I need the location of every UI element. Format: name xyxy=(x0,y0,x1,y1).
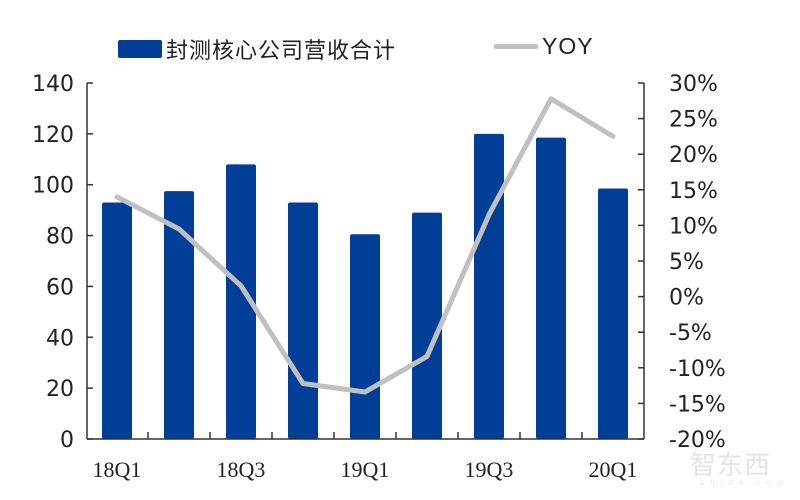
right-tick-label: -5% xyxy=(669,321,712,346)
legend-item-yoy: YOY xyxy=(494,33,594,60)
x-tick-label-20Q1: 20Q1 xyxy=(589,457,638,482)
right-tick-label: 5% xyxy=(669,250,704,275)
revenue-bars xyxy=(102,133,628,439)
legend-bar-swatch xyxy=(118,40,162,58)
x-tick-label-19Q3: 19Q3 xyxy=(465,457,514,482)
left-tick-label: 80 xyxy=(46,225,74,250)
left-tick-label: 120 xyxy=(32,123,74,148)
left-tick-label: 0 xyxy=(60,428,74,453)
bar-18Q1 xyxy=(102,202,132,439)
watermark-logo: 智东西 xyxy=(690,451,772,481)
legend-label-yoy: YOY xyxy=(542,33,594,59)
right-tick-label: -10% xyxy=(669,357,726,382)
legend: 封测核心公司营收合计 YOY xyxy=(0,33,800,65)
right-axis-labels: -20% -15% -10% -5% 0% 5% 10% 15% 20% 25% 30% xyxy=(669,72,726,453)
bar-18Q3 xyxy=(226,164,256,439)
right-tick-label: -15% xyxy=(669,392,726,417)
x-tick-label-18Q3: 18Q3 xyxy=(217,457,266,482)
left-tick-label: 60 xyxy=(46,275,74,300)
legend-line-swatch xyxy=(494,44,538,49)
left-tick-label: 140 xyxy=(32,72,74,97)
x-tick-label-18Q1: 18Q1 xyxy=(93,457,142,482)
x-axis-labels: 18Q1 18Q3 19Q1 19Q3 20Q1 xyxy=(93,457,638,482)
bar-19Q2 xyxy=(412,212,442,439)
legend-label-revenue: 封测核心公司营收合计 xyxy=(166,39,397,64)
left-tick-label: 100 xyxy=(32,174,74,199)
bar-19Q3 xyxy=(474,133,504,439)
right-tick-label: 25% xyxy=(669,108,718,133)
bar-20Q1 xyxy=(598,188,628,439)
right-tick-label: 0% xyxy=(669,286,704,311)
right-tick-label: 10% xyxy=(669,214,718,239)
axes xyxy=(86,82,645,440)
right-tick-label: 15% xyxy=(669,179,718,204)
bar-19Q1 xyxy=(350,234,380,439)
right-tick-label: 30% xyxy=(669,72,718,97)
bar-18Q4 xyxy=(288,202,318,439)
bar-18Q2 xyxy=(164,191,194,439)
watermark-url: zhidx.com xyxy=(700,478,791,487)
bar-19Q4 xyxy=(536,137,566,439)
left-axis-labels: 0 20 40 60 80 100 120 140 xyxy=(32,72,74,453)
left-tick-label: 40 xyxy=(46,326,74,351)
right-tick-label: 20% xyxy=(669,143,718,168)
yoy-line xyxy=(114,96,616,395)
left-tick-label: 20 xyxy=(46,377,74,402)
legend-item-revenue: 封测核心公司营收合计 xyxy=(118,33,396,65)
right-tick-label: -20% xyxy=(669,428,726,453)
x-tick-label-19Q1: 19Q1 xyxy=(341,457,390,482)
